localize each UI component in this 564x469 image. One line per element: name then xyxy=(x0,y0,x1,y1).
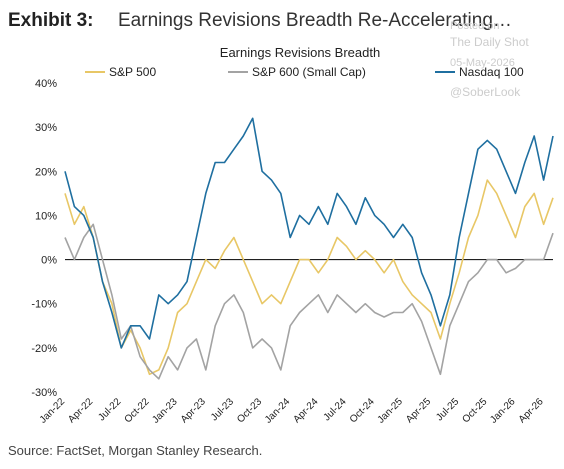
chart-title: Earnings Revisions Breadth Re-Accelerati… xyxy=(118,10,512,31)
series-line xyxy=(64,117,554,349)
x-tick-label: Apr-26 xyxy=(517,396,546,425)
y-tick-label: -20% xyxy=(31,343,57,355)
x-tick-label: Jan-22 xyxy=(38,396,68,426)
x-tick-label: Apr-25 xyxy=(404,396,433,425)
series-line xyxy=(64,223,554,380)
x-tick-label: Apr-24 xyxy=(292,396,321,425)
x-tick-label: Jul-22 xyxy=(96,396,123,423)
y-tick-label: 10% xyxy=(35,210,57,222)
x-tick-label: Oct-22 xyxy=(123,396,152,425)
x-tick-label: Oct-25 xyxy=(460,396,489,425)
watermark: 05-May-2026 xyxy=(450,57,515,69)
watermark: The Daily Shot xyxy=(450,35,529,49)
watermark: @SoberLook xyxy=(450,85,521,99)
x-tick-label: Oct-23 xyxy=(235,396,264,425)
x-tick-label: Jan-26 xyxy=(488,396,518,426)
x-tick-label: Apr-23 xyxy=(179,396,208,425)
source: Source: FactSet, Morgan Stanley Research… xyxy=(8,443,262,458)
x-tick-label: Jan-25 xyxy=(376,396,406,426)
x-tick-label: Jan-24 xyxy=(263,396,293,426)
y-tick-label: 20% xyxy=(35,166,57,178)
watermark: Posted on xyxy=(450,20,500,32)
x-tick-label: Jul-24 xyxy=(322,396,349,423)
legend-label: S&P 500 xyxy=(109,65,156,79)
y-tick-label: 0% xyxy=(41,255,57,267)
x-tick-label: Apr-22 xyxy=(66,396,95,425)
exhibit-label: Exhibit 3: xyxy=(8,10,94,31)
x-tick-label: Oct-24 xyxy=(348,396,377,425)
y-tick-label: -10% xyxy=(31,299,57,311)
legend-label: Nasdaq 100 xyxy=(459,65,524,79)
y-tick-label: -30% xyxy=(31,387,57,399)
y-tick-label: 40% xyxy=(35,78,57,90)
chart-subtitle: Earnings Revisions Breadth xyxy=(220,45,380,60)
x-tick-label: Jul-23 xyxy=(209,396,236,423)
y-tick-label: 30% xyxy=(35,122,57,134)
x-tick-label: Jul-25 xyxy=(434,396,461,423)
series-line xyxy=(64,179,554,376)
x-tick-label: Jan-23 xyxy=(150,396,180,426)
legend-label: S&P 600 (Small Cap) xyxy=(252,65,366,79)
